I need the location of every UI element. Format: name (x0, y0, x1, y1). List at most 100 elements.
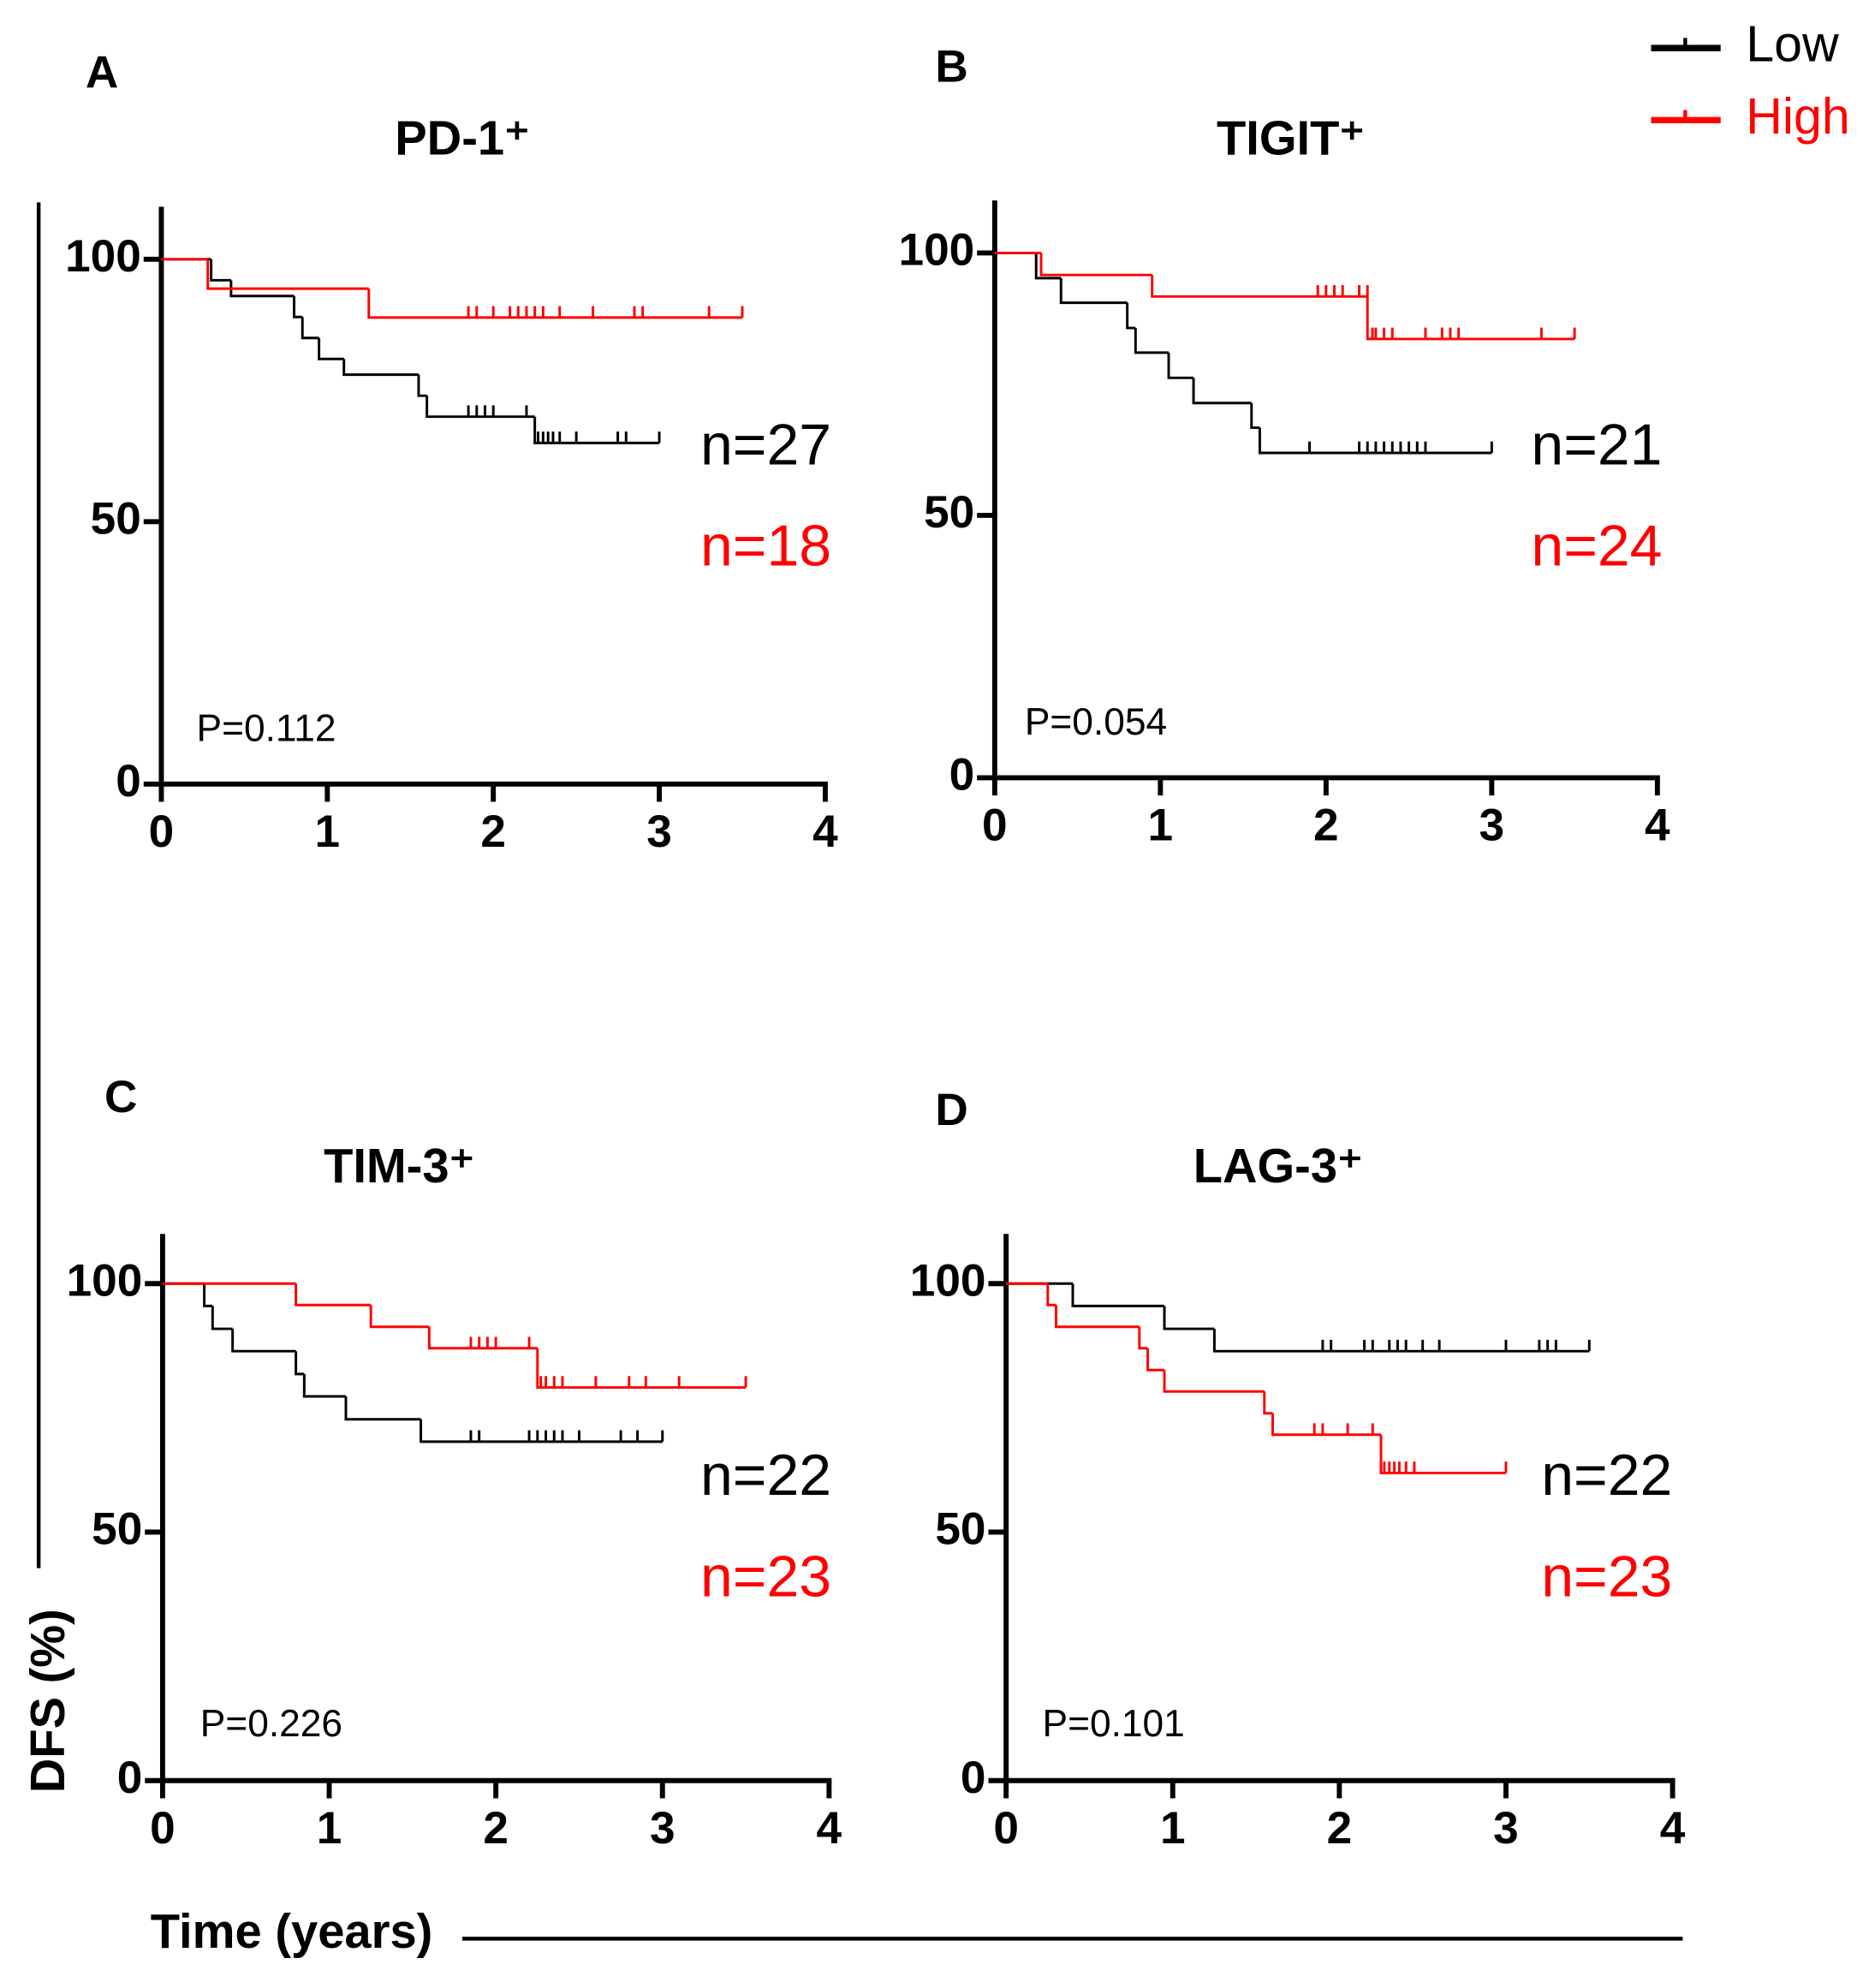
survival-step (302, 1373, 346, 1398)
survival-step (1163, 1370, 1265, 1393)
n-label: n=27 (700, 412, 831, 477)
panel-title: TIM-3⁺ (324, 1139, 474, 1193)
x-tick-label: 0 (150, 1803, 176, 1854)
panel-title: PD-1⁺ (395, 110, 529, 164)
x-tick-label: 0 (149, 807, 175, 857)
panel-letter: C (104, 1072, 137, 1122)
survival-step (293, 295, 303, 318)
y-tick-label: 50 (92, 1504, 142, 1555)
y-tick-label: 100 (899, 224, 975, 275)
legend-label: High (1746, 88, 1850, 145)
survival-step (344, 1396, 421, 1421)
panel-letter: A (86, 48, 118, 98)
legend-label: Low (1746, 16, 1839, 73)
survival-step (1151, 275, 1368, 298)
survival-step (1250, 402, 1260, 430)
x-tick-label: 2 (1327, 1803, 1353, 1854)
survival-step (1055, 1305, 1140, 1329)
survival-step (369, 1305, 430, 1329)
x-tick-label: 3 (650, 1803, 676, 1854)
y-tick-label: 50 (91, 493, 141, 544)
survival-step (536, 1348, 747, 1390)
x-tick-label: 0 (982, 801, 1008, 851)
survival-step (231, 1329, 296, 1353)
survival-step (1366, 296, 1575, 341)
p-value: P=0.101 (1043, 1703, 1185, 1745)
panel-title: LAG-3⁺ (1193, 1139, 1363, 1193)
panel-letter: B (935, 41, 967, 92)
survival-step (1034, 253, 1062, 280)
x-tick-label: 4 (812, 807, 838, 857)
survival-step (229, 280, 295, 298)
y-tick-label: 0 (117, 1753, 143, 1803)
survival-step (1138, 1326, 1148, 1350)
p-value: P=0.054 (1025, 701, 1167, 743)
x-tick-label: 1 (315, 807, 341, 857)
survival-step (318, 337, 344, 360)
x-tick-label: 1 (1148, 801, 1174, 851)
survival-step (1258, 427, 1492, 455)
survival-step (295, 1351, 305, 1376)
y-tick-label: 0 (961, 1753, 986, 1803)
n-label: n=22 (700, 1443, 831, 1508)
n-label: n=18 (700, 513, 831, 578)
x-tick-label: 0 (993, 1803, 1019, 1854)
survival-step (1046, 1283, 1056, 1306)
survival-step (1192, 378, 1252, 405)
survival-step (367, 289, 742, 319)
survival-step (1039, 253, 1152, 277)
x-tick-label: 4 (817, 1803, 842, 1854)
survival-step (1059, 277, 1128, 305)
survival-step (1379, 1434, 1506, 1474)
survival-step (206, 259, 369, 290)
x-tick-label: 1 (317, 1803, 342, 1854)
survival-step (417, 374, 427, 397)
survival-step (1146, 1348, 1165, 1372)
survival-step (1071, 1283, 1165, 1307)
x-tick-label: 2 (483, 1803, 509, 1854)
x-tick-label: 2 (1313, 801, 1339, 851)
survival-step (427, 1326, 538, 1350)
survival-step (301, 317, 319, 340)
panel-title: TIGIT⁺ (1217, 110, 1365, 164)
x-axis-label: Time (years) (151, 1904, 433, 1958)
p-value: P=0.226 (200, 1703, 342, 1745)
survival-step (1271, 1413, 1382, 1437)
survival-step (203, 1283, 213, 1307)
y-tick-label: 50 (924, 487, 974, 538)
p-value: P=0.112 (197, 707, 336, 749)
survival-step (1212, 1329, 1590, 1353)
x-tick-label: 4 (1645, 801, 1670, 851)
y-tick-label: 50 (935, 1504, 985, 1555)
n-label: n=22 (1541, 1443, 1672, 1508)
y-tick-label: 100 (910, 1255, 986, 1306)
x-tick-label: 4 (1660, 1803, 1686, 1854)
survival-step (342, 359, 419, 377)
x-tick-label: 3 (1493, 1803, 1519, 1854)
y-tick-label: 0 (116, 756, 141, 807)
n-label: n=23 (1541, 1544, 1672, 1609)
survival-step (1167, 352, 1194, 379)
survival-step (1263, 1391, 1273, 1415)
survival-step (426, 396, 535, 419)
survival-step (1134, 328, 1170, 354)
x-tick-label: 3 (1479, 801, 1505, 851)
y-axis-label: DFS (%) (21, 1609, 74, 1793)
y-tick-label: 100 (67, 1255, 143, 1306)
y-tick-label: 100 (65, 231, 141, 282)
x-tick-label: 2 (480, 807, 506, 857)
survival-step (1163, 1306, 1215, 1330)
survival-step (420, 1419, 663, 1443)
panel-letter: D (935, 1085, 967, 1135)
survival-step (211, 1306, 233, 1330)
y-tick-label: 0 (949, 749, 975, 800)
n-label: n=21 (1531, 412, 1662, 477)
x-tick-label: 3 (646, 807, 672, 857)
survival-step (295, 1283, 372, 1306)
survival-step (1126, 302, 1136, 330)
n-label: n=23 (700, 1544, 831, 1609)
x-tick-label: 1 (1160, 1803, 1186, 1854)
n-label: n=24 (1531, 513, 1662, 578)
survival-step (210, 259, 231, 282)
